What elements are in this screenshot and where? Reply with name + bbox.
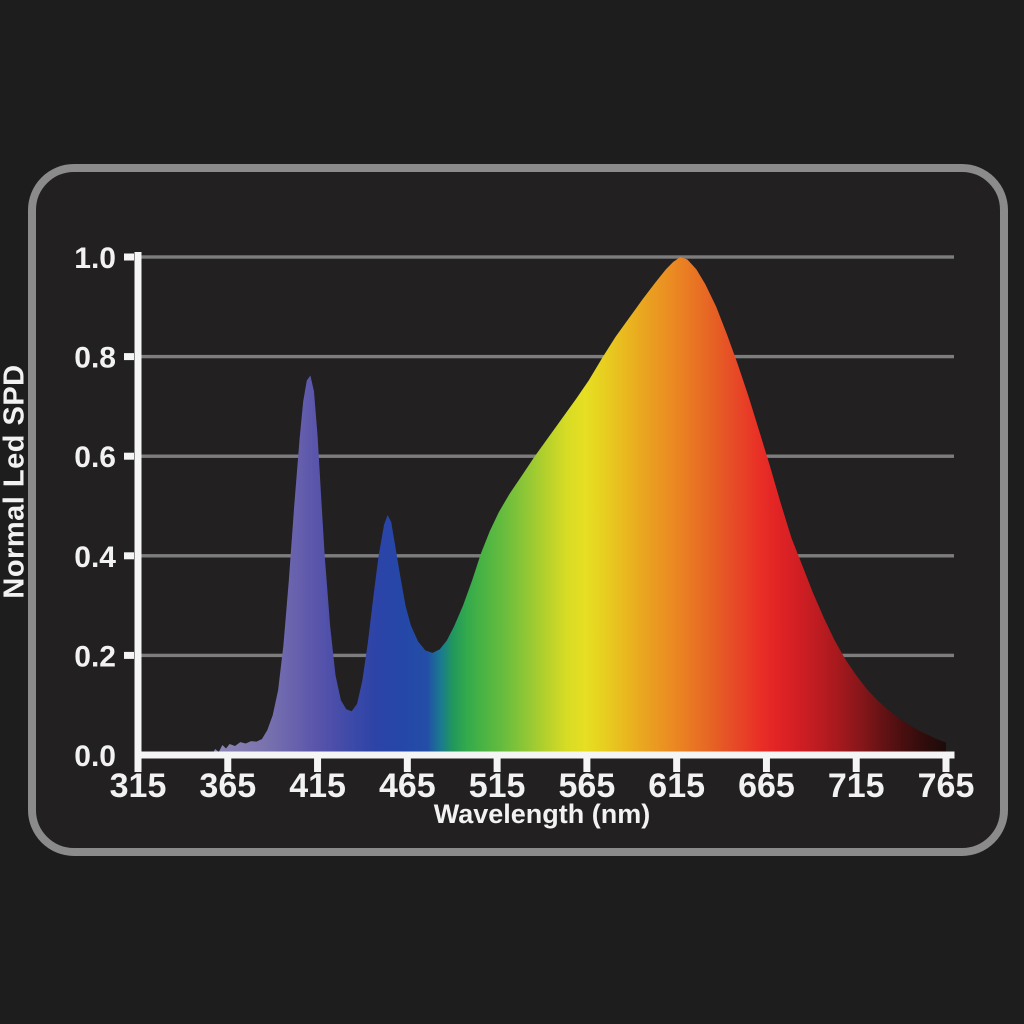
y-tick-label-0.8: 0.8 (74, 342, 116, 375)
x-tick-465 (403, 755, 411, 772)
y-axis-line (134, 252, 142, 762)
x-tick-615 (673, 755, 681, 772)
y-axis-title: Normal Led SPD (0, 364, 31, 599)
x-tick-label-615: 615 (648, 767, 705, 805)
x-tick-label-415: 415 (289, 767, 346, 805)
x-tick-label-315: 315 (110, 767, 167, 805)
x-tick-515 (493, 755, 501, 772)
x-axis-line (134, 751, 955, 759)
y-tick-label-0.2: 0.2 (74, 640, 116, 673)
x-tick-label-365: 365 (199, 767, 256, 805)
x-axis-title: Wavelength (nm) (433, 799, 651, 829)
gridline-y-0.8 (141, 354, 954, 359)
y-tick-0.6 (124, 452, 134, 460)
x-tick-315 (134, 755, 142, 772)
x-tick-label-765: 765 (918, 767, 975, 805)
y-tick-0.2 (124, 651, 134, 659)
y-tick-label-1.0: 1.0 (74, 242, 116, 275)
spd-area-series (211, 257, 947, 755)
x-tick-label-515: 515 (469, 767, 526, 805)
x-tick-565 (583, 755, 591, 772)
gridline-y-1.0 (141, 255, 954, 259)
x-tick-715 (852, 755, 860, 772)
x-tick-415 (314, 755, 322, 772)
x-tick-665 (762, 755, 770, 772)
x-tick-765 (942, 755, 950, 772)
x-tick-label-665: 665 (738, 767, 795, 805)
y-tick-1.0 (124, 253, 134, 261)
y-tick-0.8 (124, 353, 134, 361)
y-tick-label-0.6: 0.6 (74, 441, 116, 474)
x-tick-label-715: 715 (828, 767, 885, 805)
x-tick-365 (224, 755, 232, 772)
y-tick-label-0.4: 0.4 (74, 541, 116, 574)
y-tick-0.4 (124, 552, 134, 560)
x-tick-label-565: 565 (559, 767, 616, 805)
y-tick-label-0.0: 0.0 (74, 740, 116, 773)
x-tick-label-465: 465 (379, 767, 436, 805)
